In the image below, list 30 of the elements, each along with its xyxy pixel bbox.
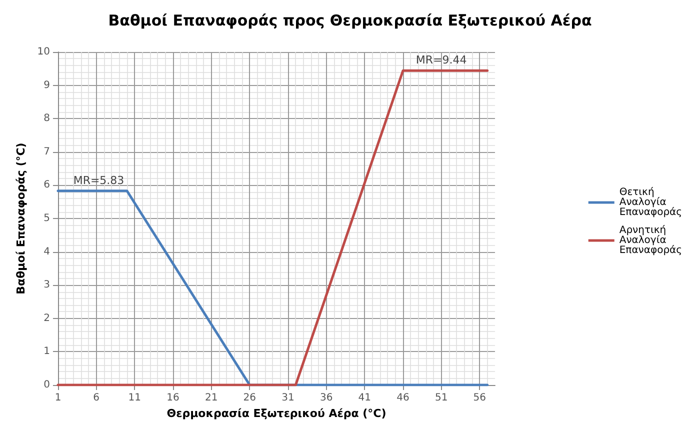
annotation: MR=5.83 — [73, 174, 124, 187]
annotation: MR=9.44 — [416, 54, 467, 67]
y-tick-label: 10 — [37, 46, 50, 58]
y-tick-label: 3 — [44, 280, 50, 291]
y-tick-label: 2 — [44, 312, 50, 324]
x-tick-label: 41 — [358, 392, 372, 404]
y-tick-label: 9 — [44, 80, 50, 91]
y-tick-label: 0 — [44, 380, 50, 390]
y-tick-label: 6 — [44, 180, 50, 191]
y-tick-label: 1 — [44, 346, 50, 358]
y-tick-label: 5 — [44, 213, 50, 224]
y-tick-label: 8 — [44, 113, 50, 124]
x-tick-label: 51 — [434, 392, 448, 404]
y-tick-label: 7 — [44, 146, 50, 158]
legend-label: Αρνητική Αναλογία Επαναφοράς — [619, 225, 682, 256]
x-tick-label: 31 — [282, 392, 294, 404]
x-tick-label: 36 — [320, 392, 333, 404]
x-axis-title: Θερμοκρασία Εξωτερικού Αέρα (°C) — [166, 406, 386, 420]
x-tick-label: 26 — [243, 392, 256, 404]
x-tick-label: 6 — [93, 392, 100, 404]
y-axis-title: Βαθμοί Επαναφοράς (°C) — [14, 142, 28, 294]
x-tick-label: 46 — [396, 392, 410, 404]
x-tick-label: 11 — [128, 392, 142, 404]
x-tick-label: 56 — [473, 392, 486, 404]
x-tick-label: 16 — [166, 392, 180, 404]
y-tick-label: 4 — [44, 246, 50, 258]
legend-label: Θετική Αναλογία Επαναφοράς — [619, 187, 682, 218]
x-tick-label: 1 — [54, 392, 62, 404]
chart-title: Βαθμοί Επαναφοράς προς Θερμοκρασία Εξωτερικού Αέρα — [108, 12, 592, 30]
x-tick-label: 21 — [204, 392, 218, 404]
